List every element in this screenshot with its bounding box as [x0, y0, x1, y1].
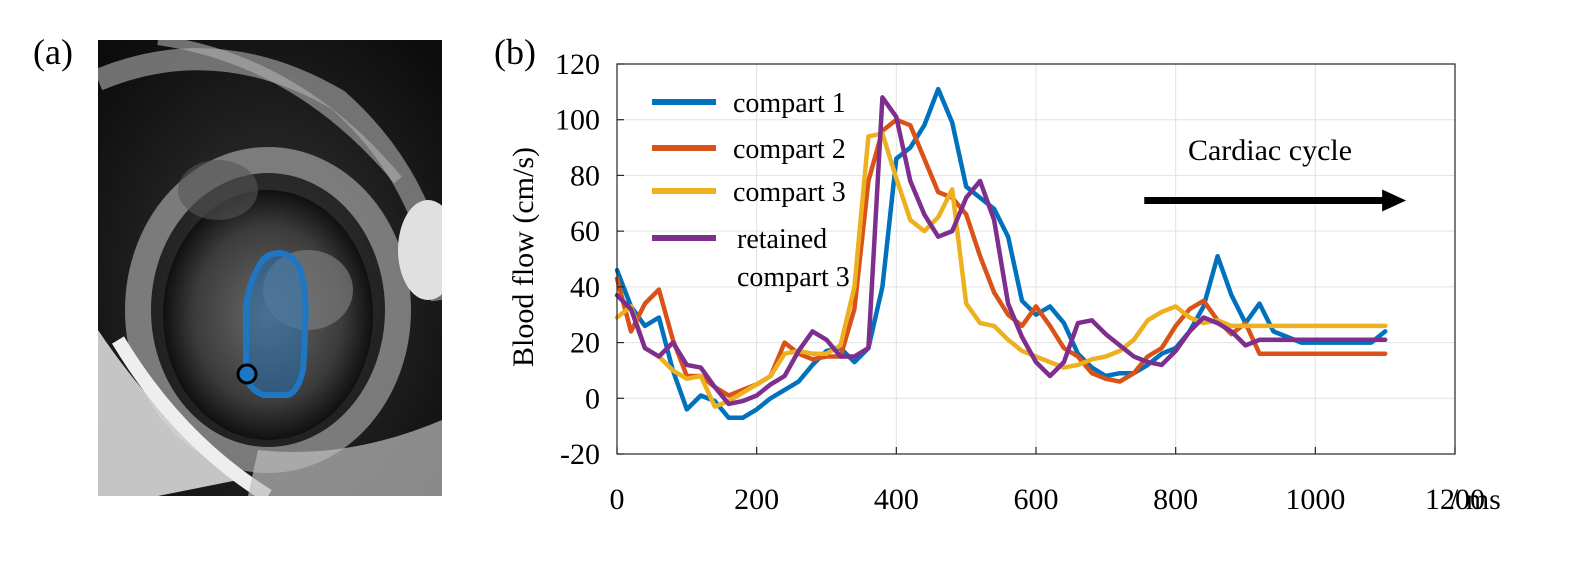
x-tick-label: 200 [734, 483, 779, 516]
mri-image [98, 40, 442, 496]
annotation-text: Cardiac cycle [1188, 134, 1352, 167]
legend-label: compart 3 [733, 177, 846, 208]
y-tick-label: 80 [570, 159, 600, 192]
y-tick-label: 100 [555, 104, 600, 137]
roi-outline [243, 250, 309, 398]
annotation-arrow-head [1382, 189, 1407, 212]
series-line-compart-3 [614, 131, 1388, 409]
x-tick-label: 1000 [1285, 483, 1345, 516]
series-layer [614, 86, 1388, 421]
y-axis-label: Blood flow (cm/s) [507, 147, 540, 367]
x-tick-label: 600 [1014, 483, 1059, 516]
x-tick-label: 0 [610, 483, 625, 516]
x-tick-label: 1200 [1425, 483, 1485, 516]
legend-label: compart 3 [737, 262, 850, 293]
cardiac-cycle-annotation: Cardiac cycle [1144, 134, 1407, 212]
y-tick-label: 0 [585, 382, 600, 415]
panel-a-label: (a) [33, 32, 73, 72]
chart-grid [616, 63, 1456, 455]
series-line-compart-1 [614, 86, 1388, 421]
legend-label: compart 2 [733, 134, 846, 165]
tick-labels: 0 200 400 600 800 1000 1200 -20 0 20 40 60 80 100 120 [555, 48, 1485, 516]
series-line-retained-compart-3 [614, 95, 1388, 407]
legend: compart 1 compart 2 compart 3 retained compa… [652, 88, 850, 293]
y-tick-label: -20 [560, 438, 600, 471]
roi-marker [236, 363, 258, 385]
y-tick-label: 120 [555, 48, 600, 81]
x-tick-label: 800 [1153, 483, 1198, 516]
x-unit-label: / ms [1450, 483, 1501, 516]
x-tick-label: 400 [874, 483, 919, 516]
panel-b-label: (b) [494, 32, 536, 72]
y-tick-label: 60 [570, 215, 600, 248]
legend-label: compart 1 [733, 88, 846, 119]
y-tick-label: 40 [570, 271, 600, 304]
y-tick-label: 20 [570, 327, 600, 360]
legend-label: retained [737, 224, 827, 255]
